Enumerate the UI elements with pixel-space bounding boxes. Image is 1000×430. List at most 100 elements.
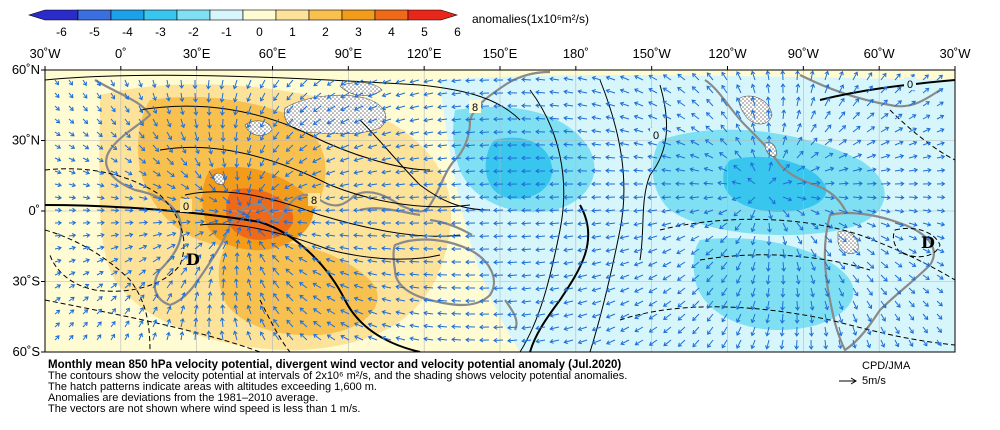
wind-vector-arrow <box>894 100 903 107</box>
wind-vector-arrow <box>768 161 773 172</box>
wind-vector-arrow <box>124 257 133 263</box>
wind-vector-arrow <box>706 300 714 309</box>
wind-vector-arrow <box>662 100 672 107</box>
wind-vector-arrow <box>866 235 876 242</box>
wind-vector-arrow <box>259 331 266 341</box>
wind-vector-arrow <box>782 222 788 232</box>
wind-vector-arrow <box>782 235 788 246</box>
wind-vector-arrow <box>880 326 886 335</box>
wind-vector-arrow <box>54 322 60 328</box>
wind-vector-arrow <box>736 84 742 94</box>
wind-vector-arrow <box>110 92 116 100</box>
wind-vector-arrow <box>706 261 714 270</box>
wind-vector-arrow <box>423 104 434 110</box>
wind-vector-arrow <box>479 298 490 304</box>
wind-vector-arrow <box>395 246 406 251</box>
wind-vector-arrow <box>704 153 714 159</box>
wind-vector-arrow <box>110 79 115 87</box>
wind-vector-arrow <box>662 261 672 268</box>
wind-vector-arrow <box>465 285 475 291</box>
colorbar-units-label: anomalies(1x10⁶m²/s) <box>472 12 589 26</box>
wind-vector-arrow <box>339 245 350 251</box>
wind-vector-arrow <box>605 287 616 293</box>
wind-vector-arrow <box>367 309 378 315</box>
wind-vector-arrow <box>563 168 574 174</box>
wind-vector-arrow <box>381 297 392 302</box>
frame-ticks <box>41 66 956 353</box>
wind-vector-arrow <box>838 235 847 243</box>
wind-vector-arrow <box>409 92 420 97</box>
wind-vector-arrow <box>535 247 546 253</box>
wind-vector-arrow <box>423 246 434 252</box>
wind-vector-arrow <box>82 309 89 315</box>
wind-vector-arrow <box>68 170 76 175</box>
wind-vector-arrow <box>866 313 872 323</box>
wind-vector-arrow <box>535 234 546 240</box>
wind-vector-arrow <box>633 101 644 107</box>
wind-vector-arrow <box>838 84 845 94</box>
wind-vector-arrow <box>677 73 686 81</box>
wind-vector-arrow <box>271 183 280 191</box>
wind-vector-arrow <box>563 247 574 253</box>
wind-vector-arrow <box>138 319 144 328</box>
wind-vector-arrow <box>549 299 560 305</box>
wind-vector-arrow <box>479 324 490 330</box>
wind-vector-arrow <box>794 339 799 350</box>
wind-vector-arrow <box>706 274 714 283</box>
wind-vector-arrow <box>54 245 62 251</box>
wind-vector-arrow <box>750 96 756 107</box>
wind-vector-arrow <box>521 207 532 213</box>
wind-vector-arrow <box>179 79 184 89</box>
wind-vector-arrow <box>591 128 602 134</box>
wind-vector-arrow <box>521 181 532 187</box>
wind-vector-arrow <box>605 261 616 267</box>
wind-vector-arrow <box>894 195 905 200</box>
longitude-label: 150˚W <box>633 46 672 61</box>
wind-vector-arrow <box>633 127 644 133</box>
wind-vector-arrow <box>96 118 103 125</box>
wind-vector-arrow <box>235 183 241 194</box>
wind-vector-arrow <box>325 257 336 263</box>
wind-vector-arrow <box>409 284 420 290</box>
wind-vector-arrow <box>138 92 144 101</box>
wind-vector-arrow <box>313 105 322 113</box>
wind-vector-arrow <box>437 311 448 316</box>
wind-vector-arrow <box>165 79 171 89</box>
wind-vector-arrow <box>284 256 294 263</box>
wind-vector-arrow <box>124 118 130 126</box>
wind-vector-arrow <box>796 180 807 186</box>
wind-vector-arrow <box>409 117 420 123</box>
wind-vector-arrow <box>180 170 189 178</box>
wind-vector-arrow <box>152 332 157 341</box>
wind-vector-arrow <box>721 313 728 323</box>
wind-vector-arrow <box>795 300 800 311</box>
colorbar-tick-label: 4 <box>388 25 395 39</box>
wind-vector-arrow <box>54 182 62 188</box>
wind-vector-arrow <box>908 274 916 281</box>
wind-vector-arrow <box>493 324 504 330</box>
wind-vector-arrow <box>717 180 728 186</box>
wind-vector-arrow <box>894 86 902 94</box>
wind-vector-arrow <box>810 209 820 215</box>
wind-vector-arrow <box>779 339 785 350</box>
wind-vector-arrow <box>663 313 672 320</box>
wind-vector-arrow <box>465 91 476 96</box>
wind-vector-arrow <box>325 207 336 213</box>
wind-vector-arrow <box>54 284 62 289</box>
wind-vector-arrow <box>259 240 266 250</box>
wind-vector-arrow <box>765 326 770 337</box>
wind-vector-arrow <box>661 222 672 227</box>
map-panel: 0 8 8 0 0 D D <box>45 70 955 352</box>
wind-vector-arrow <box>465 207 476 213</box>
wind-vector-arrow <box>193 118 199 129</box>
wind-vector-arrow <box>689 167 700 172</box>
coastline-south-america <box>823 211 935 352</box>
wind-vector-arrow <box>124 170 133 176</box>
wind-vector-arrow <box>704 139 714 146</box>
wind-vector-arrow <box>381 156 392 162</box>
wind-vector-arrow <box>234 170 240 181</box>
wind-vector-arrow <box>297 183 308 189</box>
wind-vector-arrow <box>273 118 280 128</box>
wind-vector-arrow <box>381 195 392 200</box>
wind-vector-arrow <box>605 181 615 187</box>
